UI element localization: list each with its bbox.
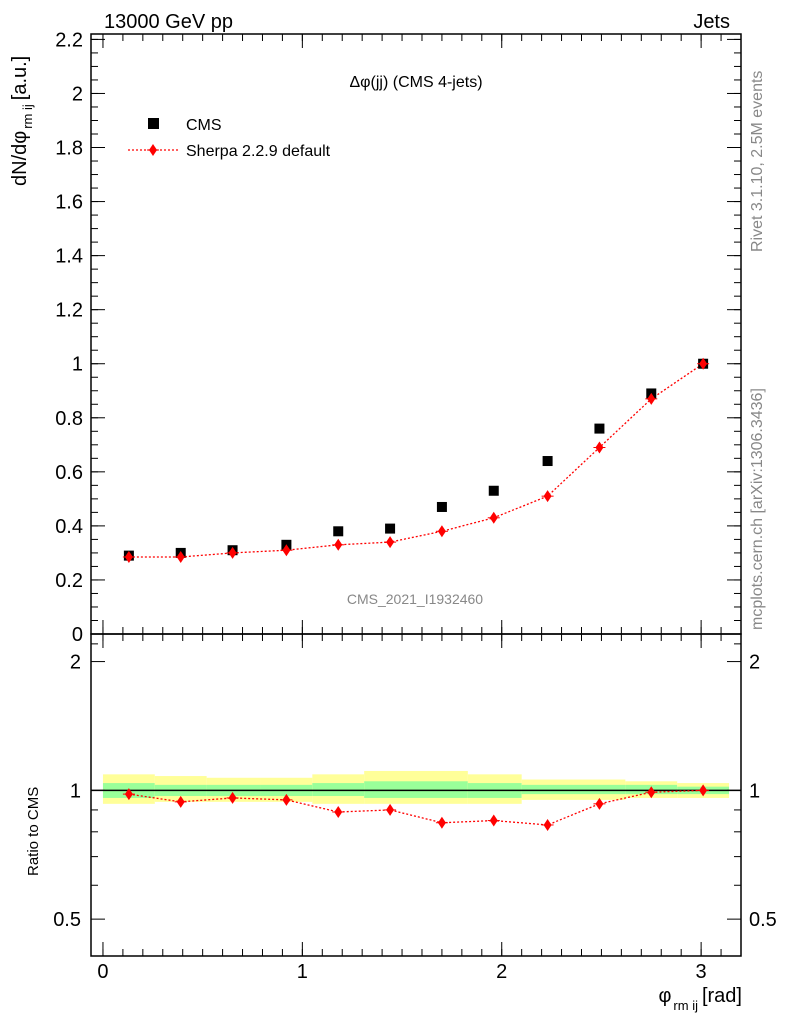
- ratio-tick-label: 2: [70, 652, 81, 674]
- sherpa-point: [647, 392, 656, 405]
- ratio-band-inner: [573, 784, 626, 795]
- y-tick-label: 0.2: [55, 570, 83, 592]
- cms-point: [594, 423, 605, 434]
- watermark: CMS_2021_I1932460: [347, 591, 483, 607]
- y-axis-label-unit: [a.u.]: [9, 56, 31, 100]
- x-tick-label: 3: [696, 961, 707, 983]
- y-tick-label: 2: [72, 83, 83, 105]
- ratio-tick-label-right: 0.5: [749, 909, 777, 931]
- series-lines: [128, 363, 704, 826]
- ratio-tick-label-right: 2: [749, 652, 760, 674]
- sherpa-point: [699, 357, 708, 370]
- y-tick-label: 1.8: [55, 138, 83, 160]
- x-axis-label-sub: rm ij: [673, 998, 698, 1013]
- legend: CMS Sherpa 2.2.9 default: [128, 117, 331, 160]
- sherpa-ratio-point: [543, 818, 552, 831]
- sherpa-point: [334, 538, 343, 551]
- side-text-mcplots: mcplots.cern.ch [arXiv:1306.3436]: [749, 388, 766, 630]
- cms-point: [488, 485, 499, 496]
- sherpa-point: [543, 490, 552, 503]
- sherpa-point: [124, 550, 133, 563]
- cms-point: [333, 526, 344, 537]
- sherpa-point: [282, 544, 291, 557]
- chart-ticks: 0 0.2 0.4 0.6 0.8 1 1.2 1.4 1.6 1.8 2 2.2 0.5 0.5 1 1 2 2…: [53, 29, 777, 983]
- sherpa-point: [386, 536, 395, 549]
- sherpa-ratio-point: [228, 791, 237, 804]
- ratio-tick-label: 1: [70, 780, 81, 802]
- y-tick-label: 0.8: [55, 408, 83, 430]
- y-tick-label: 0.4: [55, 516, 83, 538]
- sherpa-point: [228, 546, 237, 559]
- chart-axes: [90, 33, 742, 957]
- legend-sherpa-label: Sherpa 2.2.9 default: [186, 143, 331, 160]
- x-axis-label-unit: [rad]: [702, 985, 742, 1007]
- sherpa-ratio-point: [699, 784, 708, 797]
- ratio-band-inner: [312, 783, 365, 797]
- ratio-tick-label-right: 1: [749, 780, 760, 802]
- ratio-uncertainty-bands: [102, 770, 730, 804]
- data-markers: [122, 357, 710, 831]
- y-tick-label: 1: [72, 354, 83, 376]
- sherpa-line: [128, 363, 704, 558]
- ratio-band-inner: [521, 784, 574, 795]
- legend-sherpa-marker: [149, 144, 157, 156]
- legend-cms-marker: [148, 118, 159, 129]
- cms-point: [542, 456, 553, 467]
- y-tick-label: 0.6: [55, 462, 83, 484]
- ratio-tick-label: 0.5: [53, 909, 81, 931]
- y-tick-label: 1.2: [55, 300, 83, 322]
- sherpa-point: [437, 525, 446, 538]
- sherpa-point: [176, 550, 185, 563]
- sherpa-ratio-point: [647, 786, 656, 799]
- y-axis-label-sub: rm ij: [20, 104, 35, 129]
- sherpa-ratio-point: [124, 788, 133, 801]
- y-tick-label: 1.6: [55, 192, 83, 214]
- sherpa-ratio-point: [386, 803, 395, 816]
- legend-cms-label: CMS: [186, 117, 222, 134]
- x-tick-label: 0: [97, 961, 108, 983]
- cms-point: [436, 501, 447, 512]
- sherpa-ratio-point: [282, 793, 291, 806]
- sherpa-ratio-point: [595, 797, 604, 810]
- sherpa-point: [489, 511, 498, 524]
- x-axis-label: φ rm ij [rad]: [658, 985, 742, 1013]
- sherpa-ratio-point: [489, 814, 498, 827]
- y-tick-label: 1.4: [55, 246, 83, 268]
- side-text-rivet: Rivet 3.1.10, 2.5M events: [749, 71, 766, 252]
- y-tick-label: 2.2: [55, 29, 83, 51]
- sherpa-ratio-point: [437, 816, 446, 829]
- ratio-panel-frame: [90, 633, 742, 957]
- y-axis-label: dN/dφ rm ij [a.u.]: [9, 56, 35, 186]
- header-left: 13000 GeV pp: [104, 11, 233, 33]
- sherpa-ratio-point: [176, 795, 185, 808]
- x-axis-label-main: φ: [658, 985, 671, 1007]
- sherpa-ratio-point: [334, 806, 343, 819]
- cms-point: [385, 523, 396, 534]
- x-tick-label: 2: [496, 961, 507, 983]
- ratio-y-axis-label: Ratio to CMS: [25, 787, 42, 876]
- header-right: Jets: [693, 11, 730, 33]
- chart-title: Δφ(jj) (CMS 4-jets): [349, 74, 482, 91]
- x-tick-label: 1: [297, 961, 308, 983]
- y-tick-label: 0: [72, 624, 83, 646]
- y-axis-label-main: dN/dφ: [9, 131, 31, 186]
- sherpa-point: [595, 441, 604, 454]
